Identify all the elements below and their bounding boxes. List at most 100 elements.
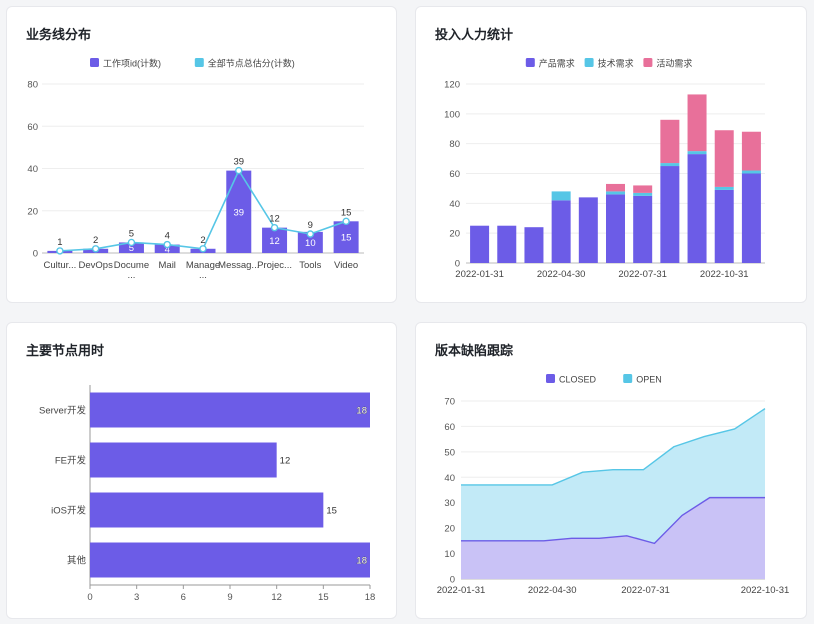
stacked-bar-segment <box>633 185 653 193</box>
bar <box>118 242 144 253</box>
x-tick-label: 2022-04-30 <box>537 269 586 280</box>
bar <box>333 221 359 253</box>
bar-value-label: 12 <box>269 236 280 247</box>
stacked-bar-segment <box>578 197 598 263</box>
bar-value-label: 15 <box>326 506 337 517</box>
line-point <box>127 238 136 247</box>
stacked-bar-segment <box>714 130 734 187</box>
line-point <box>91 245 100 253</box>
line-point <box>270 223 279 232</box>
x-tick-label: Messag... <box>218 260 259 271</box>
y-tick-label: 0 <box>455 259 460 270</box>
y-tick-label: 30 <box>444 498 455 509</box>
x-tick-label: Cultur... <box>44 260 77 271</box>
bar-value-label: 18 <box>356 406 367 417</box>
y-tick-label: FE开发 <box>55 455 87 467</box>
card-title: 业务线分布 <box>26 27 92 42</box>
legend-swatch <box>643 58 653 67</box>
line-point <box>199 245 207 253</box>
x-tick-label: 3 <box>134 592 139 603</box>
legend-label: 技术需求 <box>598 58 634 69</box>
bar-value-label: 18 <box>356 556 367 567</box>
x-tick-label: Tools <box>299 260 321 271</box>
y-tick-label: 60 <box>27 122 38 133</box>
y-tick-label: 10 <box>444 549 455 560</box>
stacked-bar-segment <box>741 131 761 171</box>
stacked-bar-segment <box>660 119 680 164</box>
legend-label: 工作项id(计数) <box>103 58 161 69</box>
bar <box>154 244 180 253</box>
bar-value-label: 10 <box>305 238 316 249</box>
legend-label: 活动需求 <box>656 58 692 69</box>
x-tick-label: 2022-10-31 <box>741 585 790 596</box>
stacked-bar-segment <box>687 94 707 152</box>
legend-swatch <box>525 58 535 67</box>
x-tick-label: 6 <box>181 592 186 603</box>
legend-swatch <box>194 58 204 67</box>
y-tick-label: 60 <box>444 422 455 433</box>
stacked-bar-segment <box>497 225 517 263</box>
y-tick-label: Server开发 <box>39 405 86 417</box>
legend-label: 产品需求 <box>539 58 575 69</box>
stacked-bar-segment <box>714 186 734 190</box>
stacked-bar-segment <box>633 195 653 263</box>
bar-value-label: 39 <box>233 207 244 218</box>
stacked-bar-segment <box>660 163 680 167</box>
card-title: 投入人力统计 <box>435 27 514 42</box>
x-tick-label: 2022-07-31 <box>618 269 667 280</box>
y-tick-label: 80 <box>449 139 460 150</box>
bar-value-label: 4 <box>165 244 170 255</box>
x-tick-label: Projec... <box>257 260 292 271</box>
line-value-label: 39 <box>233 157 244 168</box>
line-value-label: 5 <box>129 228 134 239</box>
x-tick-label: 15 <box>318 592 329 603</box>
line-value-label: 12 <box>269 214 280 225</box>
stacked-bar-segment <box>741 170 761 174</box>
line-value-label: 2 <box>93 235 98 246</box>
stacked-bar-segment <box>470 225 490 263</box>
card-title: 主要节点用时 <box>26 343 105 358</box>
y-tick-label: 20 <box>444 524 455 535</box>
bar-value-label: 12 <box>280 456 291 467</box>
y-tick-label: 50 <box>444 447 455 458</box>
stacked-bar-segment <box>633 192 653 196</box>
stacked-bar-segment <box>660 166 680 263</box>
bar <box>90 392 370 428</box>
y-tick-label: 40 <box>444 473 455 484</box>
stacked-bar-segment <box>606 191 625 195</box>
x-tick-label: ... <box>127 270 135 281</box>
line-point <box>306 230 315 238</box>
stacked-bar-segment <box>551 191 571 201</box>
legend-swatch <box>584 58 594 67</box>
y-tick-label: 70 <box>444 397 455 408</box>
line-value-label: 2 <box>200 235 205 246</box>
x-tick-label: Mail <box>159 260 176 271</box>
card-title: 版本缺陷跟踪 <box>435 343 514 358</box>
y-tick-label: 100 <box>444 109 460 120</box>
bar <box>90 492 324 528</box>
y-tick-label: 60 <box>449 169 460 180</box>
area-closed <box>461 497 765 579</box>
x-tick-label: DevOps <box>79 260 114 271</box>
x-tick-label: 9 <box>227 592 232 603</box>
line-point <box>56 247 64 255</box>
x-tick-label: 2022-07-31 <box>621 585 670 596</box>
y-tick-label: 20 <box>449 229 460 240</box>
stacked-bar-segment <box>714 189 734 263</box>
stacked-bar-segment <box>524 227 544 263</box>
x-tick-label: 12 <box>271 592 282 603</box>
bar-value-label: 15 <box>341 233 352 244</box>
x-tick-label: 0 <box>87 592 92 603</box>
y-tick-label: iOS开发 <box>51 505 86 517</box>
x-tick-label: 2022-04-30 <box>528 585 577 596</box>
line-point <box>235 166 243 175</box>
legend-swatch <box>90 58 99 67</box>
line-value-label: 15 <box>341 207 352 218</box>
legend-label: 全部节点总估分(计数) <box>208 58 295 69</box>
line-value-label: 1 <box>57 237 62 248</box>
bar <box>262 227 288 253</box>
y-tick-label: 40 <box>449 199 460 210</box>
